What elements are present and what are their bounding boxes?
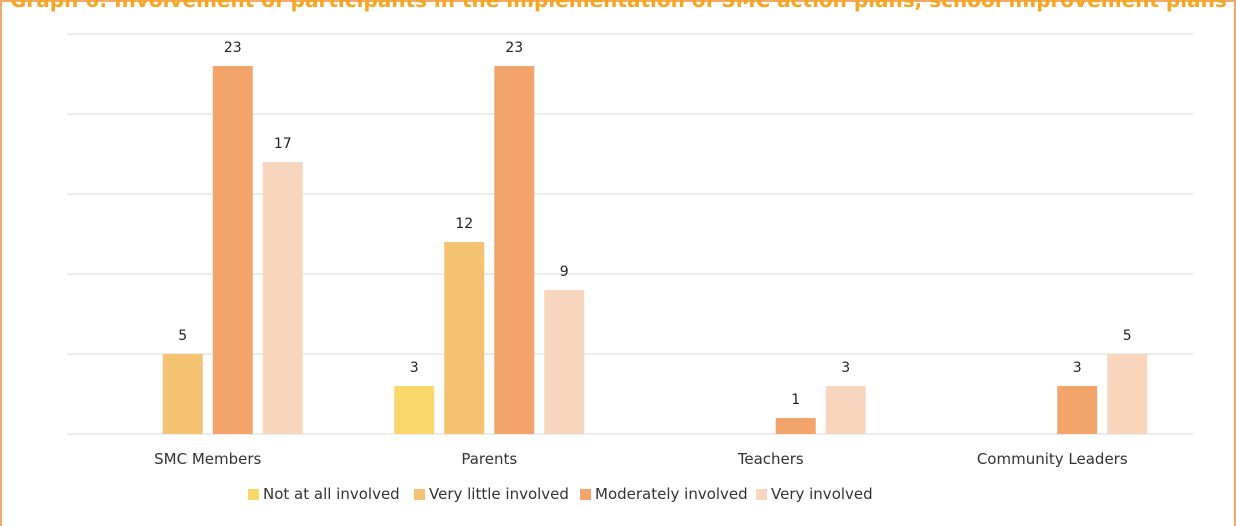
legend-swatch: [248, 488, 259, 500]
legend-item: Not at all involved: [248, 485, 400, 503]
bar: [825, 386, 866, 434]
legend-swatch: [580, 488, 591, 500]
chart-title-strip: Graph 6: Involvement of participants in …: [0, 0, 1236, 16]
x-tick-labels: SMC Members Parents Teachers Community Lead…: [154, 450, 1128, 468]
legend-label: Moderately involved: [595, 485, 748, 503]
x-tick-label: Parents: [461, 450, 517, 468]
legend-item: Very involved: [756, 485, 873, 503]
data-label: 23: [224, 40, 242, 56]
bar: [544, 290, 585, 434]
chart-title: Graph 6: Involvement of participants in …: [10, 0, 1227, 12]
legend-label: Not at all involved: [263, 485, 400, 503]
bars: [162, 66, 1148, 434]
x-tick-label: Teachers: [737, 450, 804, 468]
legend: Not at all involved Very little involved M…: [0, 485, 1236, 515]
data-label: 23: [505, 40, 523, 56]
data-label: 12: [455, 216, 473, 232]
legend-label: Very involved: [771, 485, 873, 503]
data-labels: 5 23 17 3 12 23 9 1 3 3 5: [178, 40, 1131, 408]
x-tick-label: Community Leaders: [977, 450, 1128, 468]
bar: [212, 66, 253, 434]
data-label: 3: [841, 360, 850, 376]
bar-chart: 5 23 17 3 12 23 9 1 3 3 5 SMC Members Parents Teache…: [67, 33, 1193, 468]
legend-swatch: [414, 488, 425, 500]
bar: [162, 354, 203, 434]
data-label: 5: [1123, 328, 1132, 344]
bar: [775, 418, 816, 434]
data-label: 3: [1073, 360, 1082, 376]
gridlines: [67, 33, 1193, 435]
data-label: 1: [791, 392, 800, 408]
data-label: 17: [274, 136, 292, 152]
data-label: 9: [560, 264, 569, 280]
legend-swatch: [756, 488, 767, 500]
legend-label: Very little involved: [429, 485, 569, 503]
data-label: 5: [178, 328, 187, 344]
bar: [494, 66, 535, 434]
bar: [1057, 386, 1098, 434]
bar: [1107, 354, 1148, 434]
legend-item: Very little involved: [414, 485, 569, 503]
legend-item: Moderately involved: [580, 485, 748, 503]
x-tick-label: SMC Members: [154, 450, 261, 468]
data-label: 3: [410, 360, 419, 376]
bar: [444, 242, 485, 434]
bar: [262, 162, 303, 434]
bar: [394, 386, 435, 434]
